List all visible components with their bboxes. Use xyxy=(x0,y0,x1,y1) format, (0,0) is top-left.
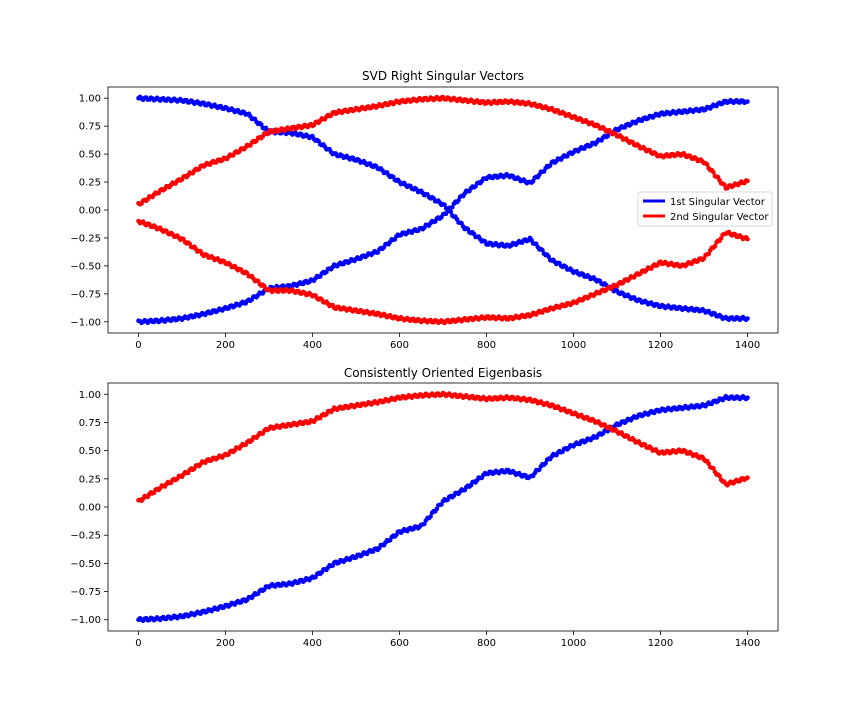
x-axis: 0 200 400 600 800 1000 1200 1400 xyxy=(135,631,760,649)
data-point xyxy=(428,514,433,519)
x-tick-label: 800 xyxy=(477,638,496,649)
data-point xyxy=(745,236,750,242)
y-tick-label: −1.00 xyxy=(70,615,101,626)
y-tick-label: 0.25 xyxy=(79,178,101,189)
y-tick-label: 0.50 xyxy=(79,446,101,457)
data-point xyxy=(745,178,750,184)
x-tick-label: 1400 xyxy=(735,638,760,649)
y-tick-label: −1.00 xyxy=(70,317,101,328)
series-red-1 xyxy=(136,390,750,504)
data-point xyxy=(540,247,545,253)
x-tick-label: 200 xyxy=(216,340,235,351)
x-tick-label: 1000 xyxy=(561,638,586,649)
data-point xyxy=(745,475,750,481)
data-point xyxy=(701,256,707,261)
y-tick-label: 0.75 xyxy=(79,418,101,429)
y-axis: −1.00 −0.75 −0.50 −0.25 0.00 0.25 0.50 0.75 1.00 xyxy=(70,390,108,626)
legend: 1st Singular Vector 2nd Singular Vector xyxy=(637,191,773,227)
data-point xyxy=(456,198,461,203)
data-point xyxy=(721,182,727,187)
series-2nd-singular-vector-3 xyxy=(136,218,750,326)
series-layer xyxy=(136,390,750,623)
chart-bottom: Consistently Oriented Eigenbasis 0 200 400… xyxy=(70,366,779,649)
data-point xyxy=(711,170,716,175)
data-point xyxy=(434,506,440,512)
data-point xyxy=(543,461,548,466)
x-tick-label: 400 xyxy=(303,340,322,351)
chart-title: SVD Right Singular Vectors xyxy=(362,69,524,83)
y-tick-label: 0.00 xyxy=(79,503,101,514)
y-tick-label: 0.25 xyxy=(79,474,101,485)
x-tick-label: 0 xyxy=(135,638,141,649)
y-tick-label: −0.50 xyxy=(70,559,101,570)
y-tick-label: 1.00 xyxy=(79,94,101,105)
y-tick-label: −0.75 xyxy=(70,587,101,598)
data-point xyxy=(706,461,711,467)
x-tick-label: 1000 xyxy=(561,340,586,351)
data-point xyxy=(711,466,716,471)
y-tick-label: −0.25 xyxy=(70,531,101,542)
data-point xyxy=(745,99,750,104)
legend-label-1st-singular-vector: 1st Singular Vector xyxy=(670,197,766,208)
data-point xyxy=(717,473,722,479)
y-tick-label: 1.00 xyxy=(79,390,101,401)
chart-top: SVD Right Singular Vectors 0 200 400 600 800… xyxy=(70,69,779,351)
data-point xyxy=(422,521,427,527)
data-point xyxy=(442,202,447,208)
y-tick-label: 0.00 xyxy=(79,206,101,217)
y-tick-label: −0.25 xyxy=(70,233,101,244)
legend-label-2nd-singular-vector: 2nd Singular Vector xyxy=(670,212,769,223)
legend-box xyxy=(637,191,773,227)
x-tick-label: 800 xyxy=(477,340,496,351)
x-tick-label: 400 xyxy=(303,638,322,649)
x-axis: 0 200 400 600 800 1000 1200 1400 xyxy=(135,333,760,351)
x-tick-label: 0 xyxy=(135,340,141,351)
x-tick-label: 1200 xyxy=(648,340,673,351)
x-tick-label: 200 xyxy=(216,638,235,649)
x-tick-label: 600 xyxy=(390,638,409,649)
data-point xyxy=(706,251,711,257)
series-layer xyxy=(136,94,750,326)
y-axis: −1.00 −0.75 −0.50 −0.25 0.00 0.25 0.50 0.75 1.00 xyxy=(70,94,108,328)
series-blue-0 xyxy=(136,394,750,623)
chart-title: Consistently Oriented Eigenbasis xyxy=(344,366,542,380)
data-point xyxy=(704,162,710,167)
y-tick-label: −0.75 xyxy=(70,289,101,300)
data-point xyxy=(745,395,750,401)
y-tick-label: 0.75 xyxy=(79,122,101,133)
x-tick-label: 600 xyxy=(390,340,409,351)
x-tick-label: 1400 xyxy=(735,340,760,351)
series-1st-singular-vector-1 xyxy=(136,97,750,326)
y-tick-label: 0.50 xyxy=(79,150,101,161)
data-point xyxy=(745,316,750,321)
y-tick-label: −0.50 xyxy=(70,261,101,272)
series-2nd-singular-vector-2 xyxy=(136,94,750,207)
data-point xyxy=(712,244,718,249)
data-point xyxy=(450,204,455,210)
x-tick-label: 1200 xyxy=(648,638,673,649)
data-point xyxy=(718,236,724,241)
